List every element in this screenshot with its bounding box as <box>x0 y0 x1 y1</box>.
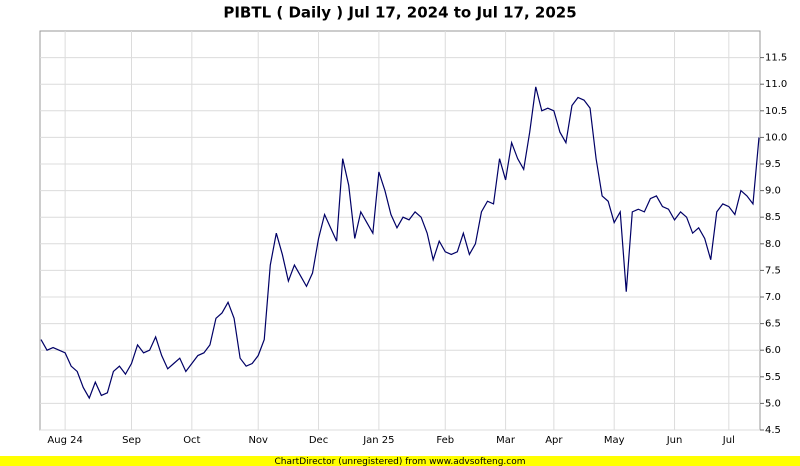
footer: ChartDirector (unregistered) from www.ad… <box>274 457 525 466</box>
y-tick-label: 7.0 <box>765 292 781 303</box>
y-tick-label: 4.5 <box>765 425 781 436</box>
y-tick-label: 10.0 <box>765 132 787 143</box>
y-tick-label: 6.0 <box>765 345 781 356</box>
x-tick-label: Aug 24 <box>47 435 82 446</box>
price-line <box>40 86 760 400</box>
footer-bar <box>0 456 800 466</box>
y-tick-label: 6.5 <box>765 319 781 330</box>
y-tick-label: 9.5 <box>765 159 781 170</box>
chart-title: PIBTL ( Daily ) Jul 17, 2024 to Jul 17, … <box>223 4 576 22</box>
y-tick-label: 7.5 <box>765 265 781 276</box>
y-tick-label: 10.5 <box>765 106 787 117</box>
y-tick-label: 11.5 <box>765 53 787 64</box>
y-tick-label: 5.5 <box>765 372 781 383</box>
x-tick-label: Dec <box>309 435 328 446</box>
y-tick-label: 8.0 <box>765 239 781 250</box>
x-tick-label: Jul <box>722 435 735 446</box>
x-tick-label: Apr <box>545 435 563 446</box>
x-tick-label: Feb <box>436 435 454 446</box>
x-tick-label: Oct <box>183 435 200 446</box>
x-tick-label: Nov <box>248 435 268 446</box>
x-tick-label: Jan 25 <box>362 435 394 446</box>
y-tick-label: 8.5 <box>765 212 781 223</box>
x-tick-label: May <box>604 435 625 446</box>
x-tick-label: Mar <box>496 435 516 446</box>
y-tick-label: 9.0 <box>765 186 781 197</box>
y-tick-label: 11.0 <box>765 79 787 90</box>
y-tick-label: 5.0 <box>765 398 781 409</box>
x-tick-label: Jun <box>666 435 683 446</box>
x-tick-label: Sep <box>122 435 141 446</box>
plot-area <box>39 30 761 431</box>
